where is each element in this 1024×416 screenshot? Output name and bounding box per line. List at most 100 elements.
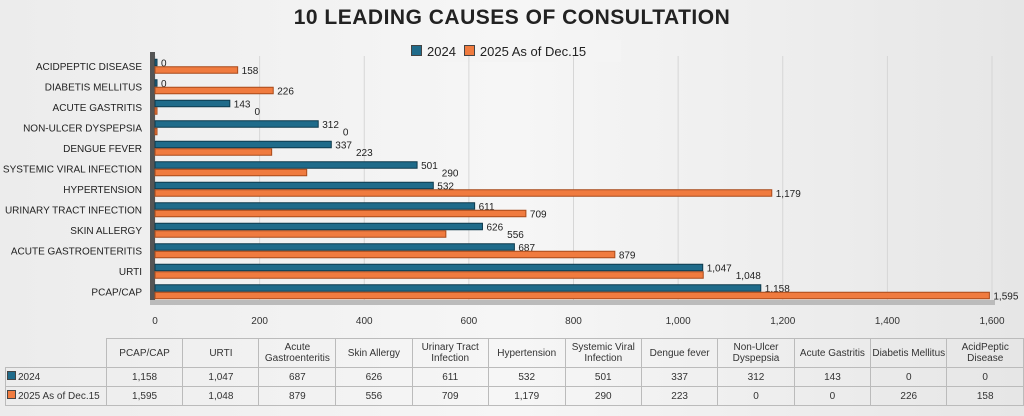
x-tick-label: 1,200 [770, 316, 795, 327]
data-label: 0 [161, 58, 167, 69]
table-cell: 1,158 [105, 367, 184, 387]
category-label: ACUTE GASTROENTERITIS [11, 246, 142, 257]
table-cell: 532 [487, 367, 566, 387]
table-header: Skin Allergy [335, 338, 413, 368]
legend-item-2025: 2025 As of Dec.15 [463, 43, 587, 59]
bar-2024 [154, 58, 158, 67]
x-tick-label: 1,400 [875, 316, 900, 327]
table-cell: 1,048 [182, 386, 260, 406]
category-label: HYPERTENSION [63, 185, 142, 196]
bar-2025 [154, 189, 773, 197]
bar-2025 [154, 148, 273, 156]
data-label: 501 [421, 161, 438, 172]
bar-2024 [154, 161, 418, 169]
data-label: 290 [442, 168, 459, 179]
legend-swatch [463, 44, 475, 56]
category-label: ACIDPEPTIC DISEASE [36, 62, 142, 73]
data-label: 1,179 [776, 189, 801, 200]
data-label: 709 [530, 209, 547, 220]
bar-2024 [154, 284, 762, 292]
table-header: Non-Ulcer Dyspepsia [717, 338, 795, 368]
legend: 2024 2025 As of Dec.15 [405, 40, 621, 62]
legend-label: 2025 As of Dec.15 [479, 43, 587, 59]
data-label: 1,047 [707, 263, 732, 274]
data-label: 626 [486, 222, 503, 233]
bar-2024 [154, 140, 332, 149]
table-cell: 501 [564, 367, 642, 387]
x-tick-label: 1,600 [979, 316, 1004, 327]
bar-2025 [154, 271, 704, 279]
table-header: Acute Gastroenteritis [258, 338, 337, 368]
bar-2024 [154, 120, 319, 128]
data-label: 0 [161, 79, 167, 90]
category-label: NON-ULCER DYSPEPSIA [23, 123, 142, 134]
table-header: URTI [182, 338, 260, 368]
table-cell: 626 [335, 367, 413, 387]
category-label: DENGUE FEVER [63, 144, 142, 155]
bar-2024 [154, 243, 515, 251]
table-row: 2025 As of Dec.15 1,595 1,048 879 556 709 1,17… [5, 386, 1024, 406]
bar-2025 [154, 209, 527, 218]
category-label: SKIN ALLERGY [70, 226, 142, 237]
x-tick-label: 400 [356, 316, 373, 327]
bar-2025 [154, 107, 158, 115]
x-tick-label: 200 [251, 316, 268, 327]
bar-2024 [154, 202, 476, 210]
floor [150, 300, 995, 305]
table-cell: 312 [717, 367, 795, 387]
table-cell: 0 [870, 367, 948, 387]
legend-swatch [7, 390, 16, 399]
table-cell: 1,047 [182, 367, 260, 387]
data-label: 223 [356, 148, 373, 159]
y-axis-wall [150, 52, 155, 304]
data-label: 879 [619, 250, 636, 261]
legend-swatch [411, 44, 422, 56]
bar-chart: 0 200 400 600 800 1,000 1,200 1,400 1,600 PCAP/CA… [3, 52, 1019, 327]
data-label: 226 [277, 86, 294, 97]
bar-2025 [154, 66, 239, 74]
table-cell: 687 [258, 367, 337, 387]
data-label: 143 [234, 99, 251, 110]
bar-2024 [154, 263, 704, 272]
bar-2024 [154, 79, 158, 87]
series-label: 2024 [5, 367, 107, 387]
table-cell: 709 [411, 386, 489, 406]
bar-2024 [154, 99, 231, 108]
series-label: 2025 As of Dec.15 [5, 386, 107, 406]
data-label: 312 [322, 120, 339, 131]
table-header: AcidPeptic Disease [946, 338, 1024, 368]
bar-2024 [154, 222, 483, 231]
table-cell: 0 [717, 386, 795, 406]
category-label: ACUTE GASTRITIS [53, 103, 143, 114]
data-label: 611 [479, 202, 495, 213]
category-label: URINARY TRACT INFECTION [5, 205, 142, 216]
table-corner [6, 339, 107, 368]
table-header: Diabetis Mellitus [870, 338, 948, 368]
category-label: PCAP/CAP [91, 287, 142, 298]
data-label: 0 [343, 127, 349, 138]
table-cell: 556 [335, 386, 413, 406]
category-label: URTI [119, 267, 142, 278]
data-label: 337 [335, 140, 352, 151]
category-label: DIABETIS MELLITUS [45, 82, 143, 93]
category-label: SYSTEMIC VIRAL INFECTION [3, 164, 142, 175]
data-label: 687 [518, 243, 535, 254]
chart-title: 10 LEADING CAUSES OF CONSULTATION [293, 6, 731, 29]
table-header: Acute Gastritis [793, 338, 872, 368]
table-cell: 226 [870, 386, 948, 406]
legend-item-2024: 2024 [411, 44, 456, 59]
table-cell: 337 [640, 367, 719, 387]
bar-2025 [154, 86, 274, 95]
table-cell: 0 [793, 386, 872, 406]
table-header: PCAP/CAP [105, 338, 184, 368]
data-label: 158 [242, 66, 259, 77]
table-header: Urinary Tract Infection [411, 338, 489, 368]
table-cell: 879 [258, 386, 337, 406]
data-label: 0 [254, 107, 260, 118]
bar-2025 [154, 168, 308, 177]
table-header: Dengue fever [640, 338, 719, 368]
data-label: 556 [507, 230, 524, 241]
x-tick-label: 0 [152, 316, 158, 327]
table-cell: 223 [640, 386, 719, 406]
table-cell: 1,595 [105, 386, 184, 406]
